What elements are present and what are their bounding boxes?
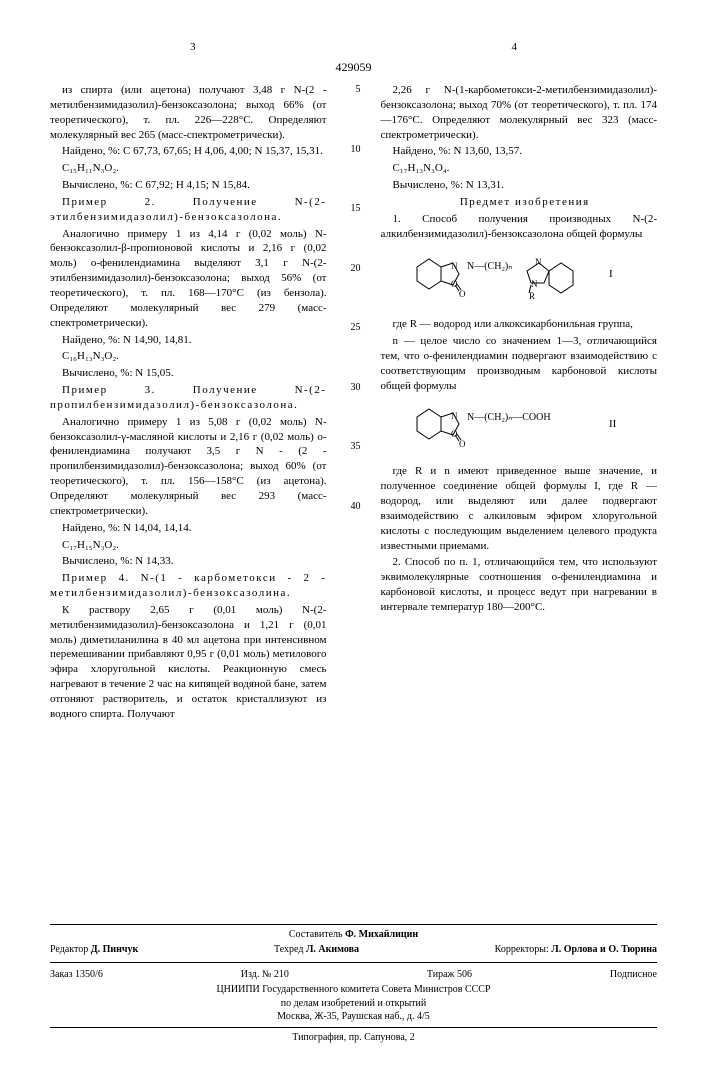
svg-text:O: O <box>459 289 466 299</box>
svg-text:II: II <box>609 418 617 430</box>
line-num: 20 <box>347 262 361 276</box>
line-num: 10 <box>347 143 361 157</box>
tirazh: Тираж 506 <box>427 968 472 982</box>
tech-name: Л. Акимова <box>306 944 359 955</box>
corr-names: Л. Орлова и О. Тюрина <box>551 944 657 955</box>
left-column: из спирта (или ацетона) получают 3,48 г … <box>50 83 327 724</box>
compiler-name: Ф. Михайлицин <box>345 929 418 940</box>
example-title: Пример 4. N-(1 - карбометокси - 2 - мети… <box>50 571 327 601</box>
tech-label: Техред <box>274 944 303 955</box>
right-column: 2,26 г N-(1-карбометокси-2-метилбензимид… <box>381 83 658 724</box>
compiler-label: Составитель <box>289 929 343 940</box>
line-num: 40 <box>347 500 361 514</box>
svg-text:R: R <box>529 291 535 301</box>
doc-number: 429059 <box>50 59 657 75</box>
para: Найдено, %: N 14,04, 14,14. <box>50 521 327 536</box>
subscription: Подписное <box>610 968 657 982</box>
formula-line: C₁₇H₁₃N₃O₄. <box>381 161 658 176</box>
formula-line: C₁₅H₁₁N₃O₂. <box>50 161 327 176</box>
col-page-left: 3 <box>190 40 196 55</box>
para: Вычислено, %: C 67,92; H 4,15; N 15,84. <box>50 178 327 193</box>
structural-formula-2: N O O N—(CH₂)ₙ—COOH II <box>381 402 658 457</box>
svg-text:N: N <box>535 257 542 267</box>
svg-text:N: N <box>451 411 458 421</box>
para: Вычислено, %: N 15,05. <box>50 366 327 381</box>
para: К раствору 2,65 г (0,01 моль) N-(2-метил… <box>50 603 327 722</box>
claim: 2. Способ по п. 1, отличающийся тем, что… <box>381 555 658 614</box>
formula-line: C₁₇H₁₅N₃O₂. <box>50 538 327 553</box>
svg-text:N—(CH₂)ₙ: N—(CH₂)ₙ <box>467 261 512 272</box>
claim: 1. Способ получения производных N-(2-алк… <box>381 212 658 242</box>
para: Вычислено, %: N 13,31. <box>381 178 658 193</box>
svg-text:N—(CH₂)ₙ—COOH: N—(CH₂)ₙ—COOH <box>467 412 551 423</box>
example-title: Пример 2. Получение N-(2-этилбензимидазо… <box>50 195 327 225</box>
line-num: 5 <box>347 83 361 97</box>
two-column-body: из спирта (или ацетона) получают 3,48 г … <box>50 83 657 724</box>
para: Найдено, %: N 14,90, 14,81. <box>50 333 327 348</box>
para: Аналогично примеру 1 из 5,08 г (0,02 мол… <box>50 415 327 519</box>
editor-label: Редактор <box>50 944 88 955</box>
para: Найдено, %: N 13,60, 13,57. <box>381 144 658 159</box>
org-line-1: ЦНИИПИ Государственного комитета Совета … <box>50 983 657 997</box>
para: Найдено, %: C 67,73, 67,65; H 4,06, 4,00… <box>50 144 327 159</box>
typography: Типография, пр. Сапунова, 2 <box>50 1031 657 1045</box>
para: 2,26 г N-(1-карбометокси-2-метилбензимид… <box>381 83 658 142</box>
line-num: 35 <box>347 440 361 454</box>
svg-text:O: O <box>459 439 466 449</box>
structural-formula-1: N O O N—(CH₂)ₙ N N R I <box>381 249 658 309</box>
footer: Составитель Ф. Михайлицин Редактор Д. Пи… <box>50 924 657 1045</box>
para: Вычислено, %: N 14,33. <box>50 554 327 569</box>
corr-label: Корректоры: <box>495 944 549 955</box>
para: Аналогично примеру 1 из 4,14 г (0,02 мол… <box>50 227 327 331</box>
org-line-2: по делам изобретений и открытий <box>50 997 657 1011</box>
para: где R — водород или алкоксикарбонильная … <box>381 317 658 332</box>
claims-title: Предмет изобретения <box>381 195 658 210</box>
formula-line: C₁₆H₁₃N₃O₂. <box>50 349 327 364</box>
svg-text:N: N <box>451 261 458 271</box>
line-num: 15 <box>347 202 361 216</box>
line-num: 30 <box>347 381 361 395</box>
org-address: Москва, Ж-35, Раушская наб., д. 4/5 <box>50 1010 657 1024</box>
svg-text:N: N <box>531 279 538 289</box>
svg-text:I: I <box>609 268 613 280</box>
para: n — целое число со значением 1—3, отлича… <box>381 334 658 393</box>
izd-num: Изд. № 210 <box>241 968 289 982</box>
editor-name: Д. Пинчук <box>91 944 139 955</box>
order-num: Заказ 1350/6 <box>50 968 103 982</box>
col-page-right: 4 <box>512 40 518 55</box>
line-numbers: 5 10 15 20 25 30 35 40 <box>347 83 361 724</box>
claim: где R и n имеют приведенное выше значени… <box>381 464 658 553</box>
para: из спирта (или ацетона) получают 3,48 г … <box>50 83 327 142</box>
example-title: Пример 3. Получение N-(2-пропилбензимида… <box>50 383 327 413</box>
line-num: 25 <box>347 321 361 335</box>
